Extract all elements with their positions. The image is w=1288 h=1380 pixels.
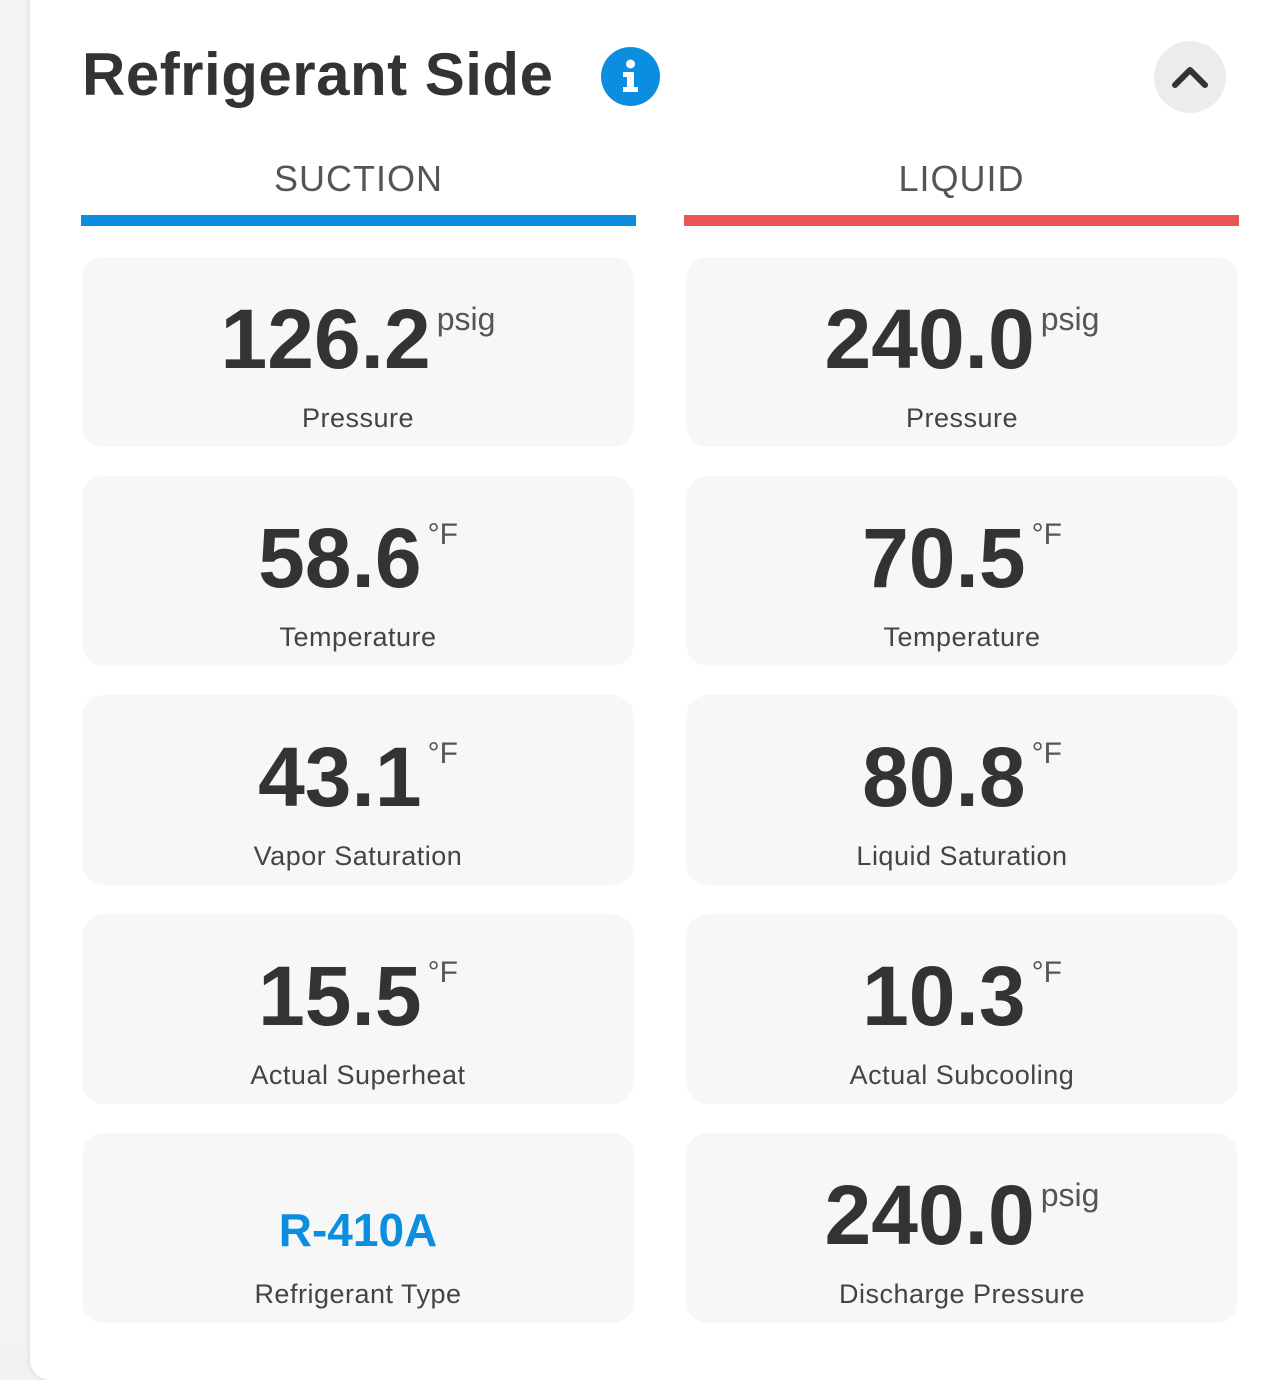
liquid-pressure-value: 240.0 bbox=[824, 292, 1035, 386]
vapor-saturation-label: Vapor Saturation bbox=[253, 841, 463, 871]
vapor-saturation-value: 43.1 bbox=[258, 730, 422, 824]
suction-temperature-label: Temperature bbox=[279, 622, 437, 652]
suction-underline bbox=[81, 215, 636, 226]
actual-superheat-label: Actual Superheat bbox=[250, 1060, 466, 1090]
refrigerant-type-label: Refrigerant Type bbox=[254, 1279, 462, 1309]
discharge-pressure-label: Discharge Pressure bbox=[838, 1279, 1086, 1309]
liquid-temperature-tile[interactable]: 70.5 °F Temperature bbox=[686, 476, 1238, 666]
refrigerant-type-tile[interactable]: R-410A Refrigerant Type bbox=[82, 1133, 634, 1323]
liquid-temperature-unit: °F bbox=[1031, 518, 1062, 551]
suction-temperature-tile[interactable]: 58.6 °F Temperature bbox=[82, 476, 634, 666]
liquid-pressure-tile[interactable]: 240.0 psig Pressure bbox=[686, 257, 1238, 447]
liquid-pressure-label: Pressure bbox=[905, 403, 1019, 433]
discharge-pressure-tile[interactable]: 240.0 psig Discharge Pressure bbox=[686, 1133, 1238, 1323]
vapor-saturation-unit: °F bbox=[427, 737, 458, 770]
suction-temperature-value: 58.6 bbox=[258, 511, 422, 605]
suction-pressure-label: Pressure bbox=[301, 403, 415, 433]
collapse-button[interactable] bbox=[1154, 41, 1226, 113]
liquid-temperature-label: Temperature bbox=[883, 622, 1041, 652]
tab-suction[interactable]: SUCTION bbox=[81, 158, 636, 226]
liquid-temperature-value: 70.5 bbox=[862, 511, 1026, 605]
liquid-saturation-tile[interactable]: 80.8 °F Liquid Saturation bbox=[686, 695, 1238, 885]
suction-column-label: SUCTION bbox=[274, 158, 443, 199]
actual-subcooling-tile[interactable]: 10.3 °F Actual Subcooling bbox=[686, 914, 1238, 1104]
discharge-pressure-unit: psig bbox=[1040, 1177, 1100, 1213]
chevron-up-icon bbox=[1172, 67, 1208, 88]
actual-subcooling-value: 10.3 bbox=[862, 949, 1026, 1043]
actual-subcooling-unit: °F bbox=[1031, 956, 1062, 989]
liquid-column-label: LIQUID bbox=[898, 158, 1025, 199]
actual-subcooling-label: Actual Subcooling bbox=[849, 1060, 1075, 1090]
liquid-underline bbox=[684, 215, 1239, 226]
liquid-saturation-unit: °F bbox=[1031, 737, 1062, 770]
actual-superheat-value: 15.5 bbox=[258, 949, 422, 1043]
info-icon[interactable] bbox=[601, 47, 660, 106]
vapor-saturation-tile[interactable]: 43.1 °F Vapor Saturation bbox=[82, 695, 634, 885]
tab-liquid[interactable]: LIQUID bbox=[684, 158, 1239, 226]
actual-superheat-unit: °F bbox=[427, 956, 458, 989]
actual-superheat-tile[interactable]: 15.5 °F Actual Superheat bbox=[82, 914, 634, 1104]
liquid-saturation-label: Liquid Saturation bbox=[856, 841, 1068, 871]
suction-pressure-unit: psig bbox=[436, 301, 496, 337]
discharge-pressure-value: 240.0 bbox=[824, 1168, 1035, 1262]
liquid-saturation-value: 80.8 bbox=[862, 730, 1026, 824]
suction-pressure-tile[interactable]: 126.2 psig Pressure bbox=[82, 257, 634, 447]
suction-pressure-value: 126.2 bbox=[220, 292, 431, 386]
liquid-pressure-unit: psig bbox=[1040, 301, 1100, 337]
suction-temperature-unit: °F bbox=[427, 518, 458, 551]
refrigerant-type-link[interactable]: R-410A bbox=[278, 1204, 438, 1256]
section-title: Refrigerant Side bbox=[82, 41, 554, 108]
